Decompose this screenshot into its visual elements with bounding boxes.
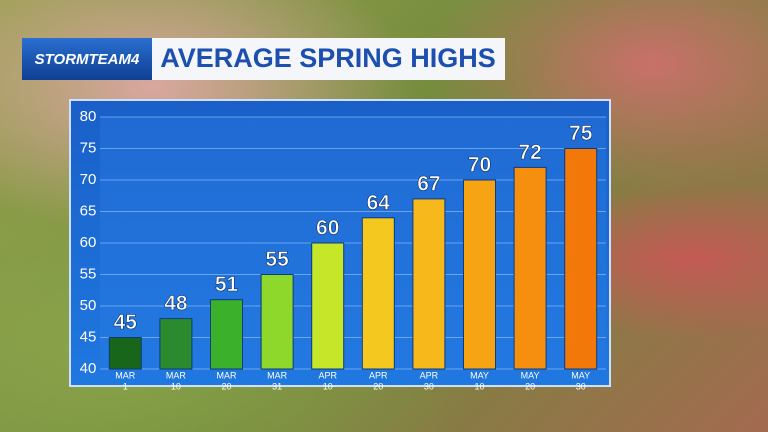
bar [513,166,547,370]
x-tick-label: APR [420,370,439,380]
x-tick-label: APR [318,370,337,380]
value-label: 72 [518,141,541,164]
logo: STORMTEAM4 [35,51,140,68]
value-label: 48 [164,292,188,315]
y-tick-label: 60 [80,234,97,251]
bar [564,148,598,370]
value-label: 45 [114,311,138,334]
logo-box [22,38,152,80]
bar [159,318,193,370]
value-label: 70 [468,154,491,177]
y-tick-label: 55 [80,265,97,282]
y-tick-label: 40 [80,360,97,377]
x-tick-label: MAY [521,370,540,380]
x-tick-label: 31 [272,381,282,391]
x-tick-label: 10 [474,381,484,391]
title-box [152,38,505,80]
bar [361,217,395,370]
x-tick-label: 20 [221,381,231,391]
x-tick-label: 1 [123,381,128,391]
x-tick-label: 20 [525,381,535,391]
x-tick-label: MAR [166,370,187,380]
x-tick-label: MAR [217,370,238,380]
y-tick-label: 45 [80,328,97,345]
value-label: 60 [316,217,339,240]
y-tick-label: 75 [80,139,97,156]
chart-title: AVERAGE SPRING HIGHS [160,43,496,73]
y-tick-label: 65 [80,202,97,219]
bar [260,274,294,370]
bar [463,179,496,370]
x-tick-label: 20 [373,381,383,391]
y-tick-label: 70 [80,171,97,188]
bar [311,242,345,370]
x-tick-label: MAR [267,370,288,380]
y-tick-label: 50 [80,297,97,314]
x-tick-label: 30 [424,381,434,391]
bar [210,299,243,370]
x-tick-label: MAY [470,370,489,380]
x-tick-label: 10 [323,381,333,391]
bar [108,337,142,370]
x-tick-label: MAY [571,370,590,380]
value-label: 67 [417,172,440,195]
bar [412,198,446,370]
x-tick-label: 10 [171,381,181,391]
y-tick-label: 80 [80,108,97,125]
x-tick-label: APR [369,370,388,380]
x-tick-label: MAR [115,370,136,380]
value-label: 51 [215,273,239,296]
value-label: 55 [265,248,289,271]
x-tick-label: 30 [576,381,586,391]
value-label: 75 [569,122,593,145]
value-label: 64 [367,191,391,214]
